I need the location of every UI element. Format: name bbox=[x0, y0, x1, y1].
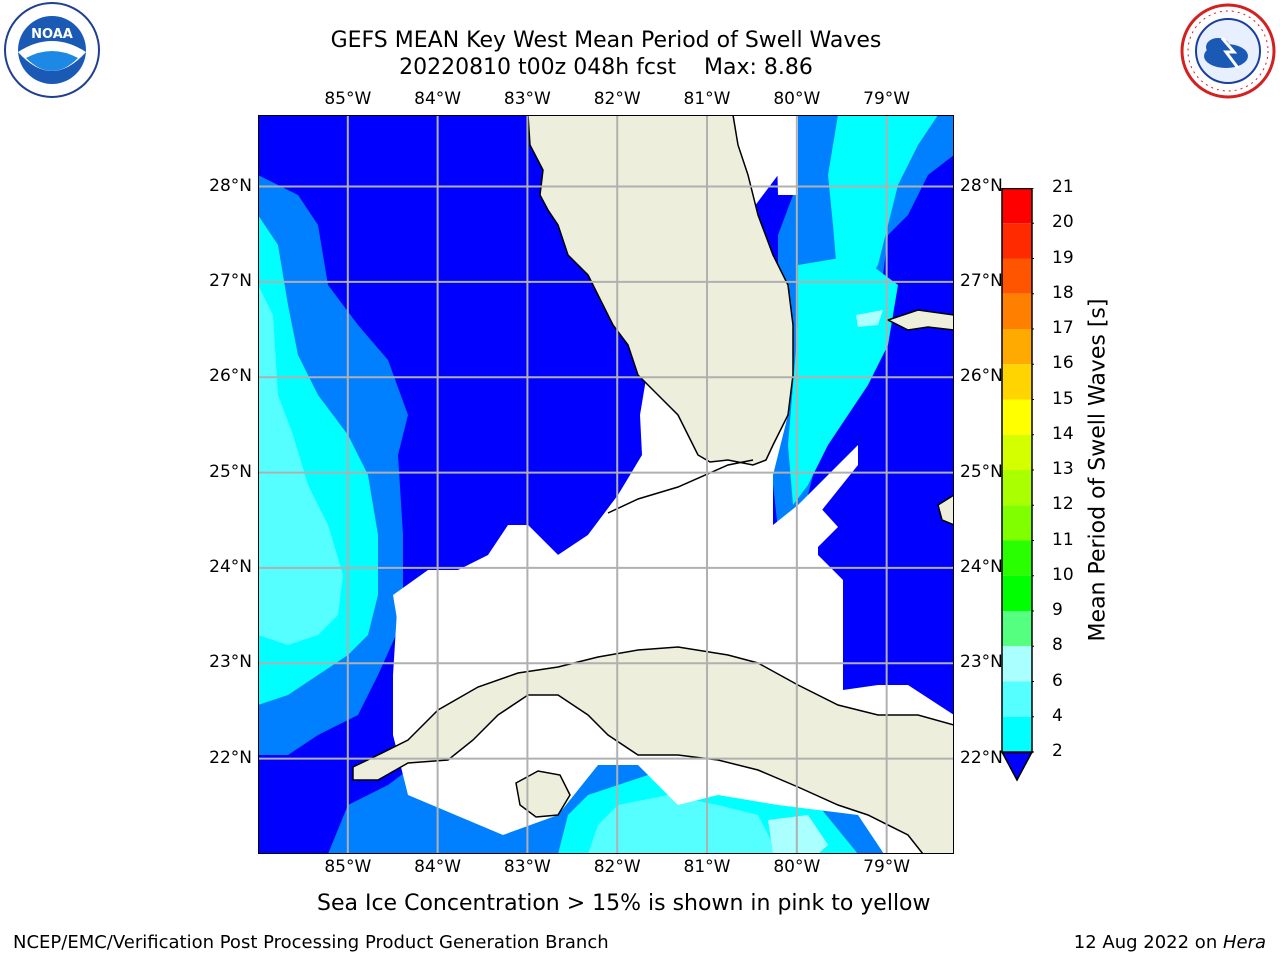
lon-label-bottom: 81°W bbox=[683, 857, 731, 877]
chart-title-line1: GEFS MEAN Key West Mean Period of Swell … bbox=[330, 28, 882, 53]
colorbar-tick-label: 13 bbox=[1052, 459, 1074, 479]
lon-label-top: 80°W bbox=[773, 89, 821, 109]
lat-label-right: 26°N bbox=[960, 366, 1003, 387]
lat-label-right: 22°N bbox=[960, 747, 1003, 768]
lon-label-top: 79°W bbox=[863, 89, 911, 109]
colorbar-tick-label: 8 bbox=[1052, 635, 1063, 656]
colorbar-under-extension bbox=[1000, 751, 1034, 782]
no-data-patch bbox=[800, 505, 838, 547]
colorbar-tick-label: 2 bbox=[1052, 741, 1063, 761]
land-isle-of-youth bbox=[515, 770, 571, 818]
florida-keys bbox=[607, 459, 754, 514]
lat-label-left: 28°N bbox=[209, 175, 252, 196]
swell-field-6-8 bbox=[258, 285, 343, 645]
lat-label-right: 24°N bbox=[960, 556, 1003, 577]
colorbar-swatch bbox=[1002, 293, 1032, 329]
lon-label-top: 82°W bbox=[593, 89, 641, 109]
land-bahamas-s bbox=[937, 494, 954, 526]
lon-label-bottom: 84°W bbox=[414, 857, 462, 877]
colorbar-tick-label: 18 bbox=[1052, 282, 1074, 303]
swell-field-8-9 bbox=[768, 815, 828, 854]
colorbar-swatch bbox=[1002, 364, 1032, 400]
lon-label-bottom: 79°W bbox=[863, 857, 911, 877]
colorbar-swatch bbox=[1002, 575, 1032, 611]
colorbar-tick-label: 10 bbox=[1052, 564, 1074, 585]
lon-label-bottom: 80°W bbox=[773, 857, 821, 877]
colorbar-tick-label: 17 bbox=[1052, 318, 1074, 338]
lat-label-left: 26°N bbox=[209, 366, 252, 387]
colorbar-swatch bbox=[1002, 611, 1032, 647]
noaa-logo-text: NOAA bbox=[31, 27, 73, 42]
colorbar-swatch bbox=[1002, 716, 1032, 752]
colorbar bbox=[1000, 187, 1034, 783]
lat-label-right: 25°N bbox=[960, 461, 1003, 482]
no-data-patch-n bbox=[776, 115, 798, 195]
colorbar-tick-label: 9 bbox=[1052, 600, 1063, 620]
land-bahamas bbox=[886, 309, 954, 331]
lat-label-right: 27°N bbox=[960, 270, 1003, 291]
lat-label-left: 25°N bbox=[209, 461, 252, 482]
swell-field-8-9-east bbox=[856, 310, 883, 327]
colorbar-swatch bbox=[1002, 188, 1032, 224]
colorbar-swatch bbox=[1002, 258, 1032, 294]
colorbar-tick-label: 21 bbox=[1052, 177, 1074, 197]
noaa-logo: NOAA bbox=[0, 0, 104, 100]
lat-label-left: 23°N bbox=[209, 652, 252, 673]
colorbar-tick-label: 6 bbox=[1052, 670, 1063, 691]
chart-title-line2: 20220810 t00z 048h fcst Max: 8.86 bbox=[399, 55, 813, 80]
colorbar-swatches bbox=[1000, 187, 1034, 782]
lat-label-right: 28°N bbox=[960, 175, 1003, 196]
colorbar-tick-label: 20 bbox=[1052, 212, 1074, 233]
lat-label-left: 27°N bbox=[209, 270, 252, 291]
colorbar-tick-label: 4 bbox=[1052, 705, 1063, 726]
gridlines bbox=[258, 115, 954, 854]
lat-label-right: 23°N bbox=[960, 652, 1003, 673]
swell-field-4-6-east bbox=[828, 115, 938, 295]
colorbar-swatch bbox=[1002, 223, 1032, 259]
footer-date: 12 Aug 2022 on bbox=[1073, 932, 1223, 953]
colorbar-swatch bbox=[1002, 470, 1032, 506]
colorbar-swatch bbox=[1002, 505, 1032, 541]
colorbar-tick-label: 14 bbox=[1052, 423, 1074, 444]
colorbar-tick-label: 15 bbox=[1052, 388, 1074, 409]
land-cuba bbox=[352, 646, 954, 854]
nws-logo bbox=[1176, 2, 1280, 100]
colorbar-swatch bbox=[1002, 434, 1032, 470]
colorbar-swatch bbox=[1002, 681, 1032, 717]
lon-label-bottom: 83°W bbox=[503, 857, 551, 877]
lat-label-left: 22°N bbox=[209, 747, 252, 768]
colorbar-swatch bbox=[1002, 329, 1032, 365]
footer-right: 12 Aug 2022 on Hera bbox=[1074, 932, 1266, 953]
lon-label-top: 83°W bbox=[503, 89, 551, 109]
lon-label-bottom: 82°W bbox=[593, 857, 641, 877]
footer-left: NCEP/EMC/Verification Post Processing Pr… bbox=[13, 932, 609, 953]
colorbar-tick-label: 11 bbox=[1052, 529, 1074, 550]
lon-label-top: 85°W bbox=[324, 89, 372, 109]
colorbar-tick-label: 19 bbox=[1052, 247, 1074, 268]
sea-ice-caption: Sea Ice Concentration > 15% is shown in … bbox=[317, 891, 931, 916]
footer-host: Hera bbox=[1222, 932, 1266, 953]
lat-label-left: 24°N bbox=[209, 556, 252, 577]
swell-field-6-8-south bbox=[588, 795, 778, 854]
colorbar-tick-label: 12 bbox=[1052, 494, 1074, 515]
colorbar-tick-label: 16 bbox=[1052, 353, 1074, 374]
no-data-region-keys bbox=[393, 455, 643, 685]
colorbar-label: Mean Period of Swell Waves [s] bbox=[1085, 298, 1111, 642]
map-plot bbox=[257, 114, 955, 855]
lon-label-top: 81°W bbox=[683, 89, 731, 109]
colorbar-swatch bbox=[1002, 399, 1032, 435]
colorbar-swatch bbox=[1002, 540, 1032, 576]
map-panel bbox=[257, 114, 955, 855]
lon-label-bottom: 85°W bbox=[324, 857, 372, 877]
lon-label-top: 84°W bbox=[414, 89, 462, 109]
colorbar-swatch bbox=[1002, 646, 1032, 682]
